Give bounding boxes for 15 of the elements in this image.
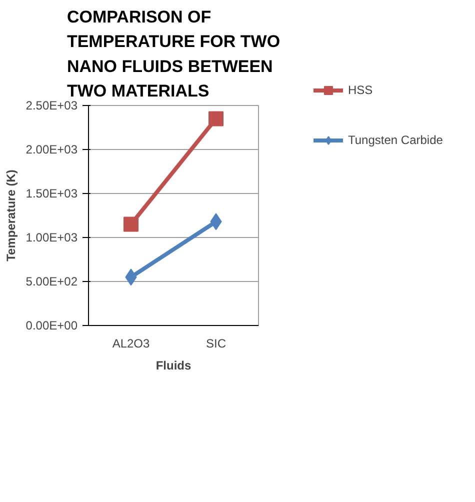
chart-title: COMPARISON OF TEMPERATURE FOR TWO NANO FLUIDS BETWEEN TWO MATERIALS: [66, 7, 280, 100]
legend-label: Tungsten Carbide: [348, 132, 443, 147]
y-tick-label: 1.50E+03: [26, 186, 78, 200]
y-tick-label: 5.00E+02: [26, 274, 78, 288]
point: [124, 216, 138, 232]
y-tick-label: 2.00E+03: [26, 142, 78, 156]
y-tick-label: 1.00E+03: [26, 230, 78, 244]
y-tick-label: 0.00E+00: [26, 318, 78, 332]
x-axis-title: Fluids: [156, 358, 192, 372]
y-axis-title: Temperature (K): [4, 170, 18, 262]
x-tick-label: AL2O3: [112, 336, 150, 350]
point: [208, 111, 224, 126]
y-tick-label: 2.50E+03: [26, 98, 78, 112]
legend-label: HSS: [348, 82, 373, 97]
x-tick-label: SIC: [206, 336, 226, 350]
